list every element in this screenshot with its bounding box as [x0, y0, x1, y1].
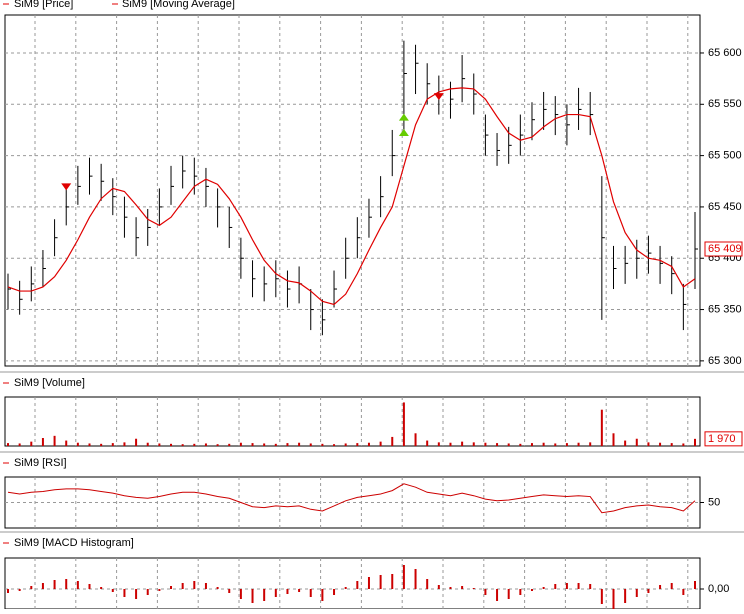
- last-value-label: 1 970: [708, 433, 736, 445]
- y-tick-label: 65 500: [708, 150, 742, 162]
- last-value-box: [704, 241, 743, 257]
- legend-label: SiM9 [Moving Average]: [122, 0, 235, 10]
- last-value-box: [704, 431, 743, 447]
- legend-label: SiM9 [Price]: [14, 0, 73, 10]
- legend-label: SiM9 [MACD Histogram]: [14, 537, 134, 549]
- signal-arrow: [398, 129, 409, 137]
- moving-average-line: [7, 87, 696, 306]
- y-tick-label: 65 450: [708, 201, 742, 213]
- signal-arrow: [61, 183, 72, 191]
- pane-frame: [4, 14, 701, 367]
- pane-frame: [4, 396, 701, 447]
- y-tick-label: 65 550: [708, 98, 742, 110]
- y-tick-label: 0,00: [708, 583, 729, 595]
- last-value-label: 65 409: [708, 243, 742, 255]
- y-tick-label: 65 300: [708, 355, 742, 367]
- y-tick-label: 50: [708, 496, 720, 508]
- y-tick-label: 65 350: [708, 303, 742, 315]
- signal-arrow: [433, 93, 444, 101]
- signal-arrow: [398, 113, 409, 121]
- pane-frame: [4, 557, 701, 610]
- y-tick-label: 65 600: [708, 47, 742, 59]
- rsi-line: [7, 483, 696, 514]
- legend-label: SiM9 [RSI]: [14, 457, 67, 469]
- legend-label: SiM9 [Volume]: [14, 377, 85, 389]
